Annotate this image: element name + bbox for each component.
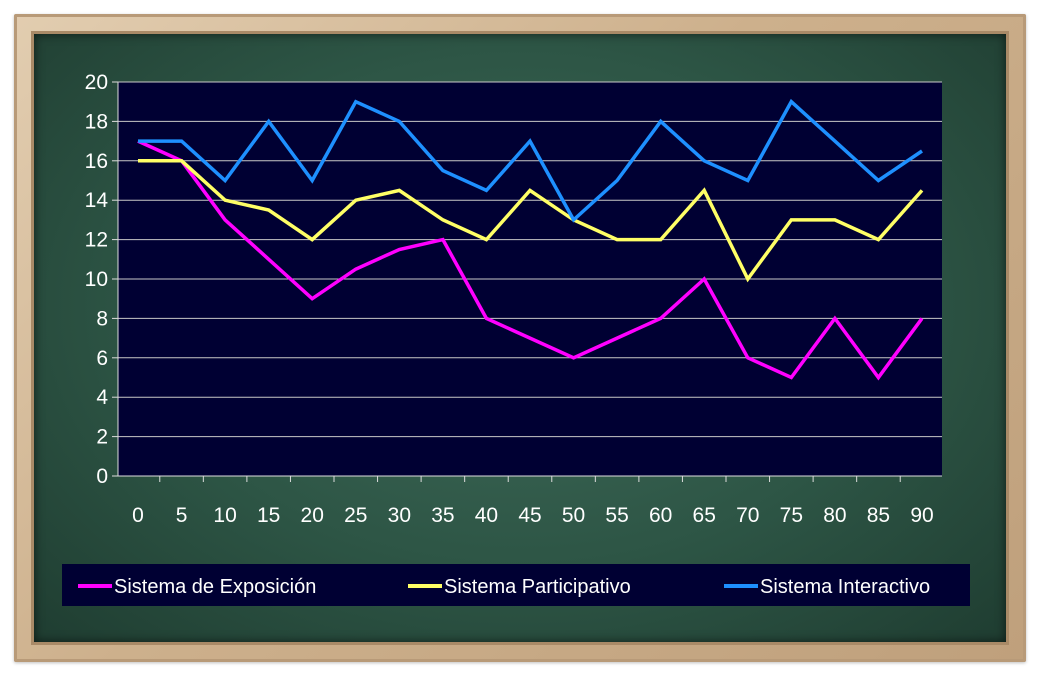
y-tick-label: 6 [96, 347, 108, 370]
x-tick-label: 25 [344, 504, 367, 527]
y-tick-label: 18 [85, 110, 108, 133]
x-tick-label: 20 [301, 504, 324, 527]
series-line-1 [137, 139, 924, 381]
legend-label: Sistema de Exposición [114, 576, 316, 598]
y-tick-label: 0 [96, 465, 108, 488]
x-tick-label: 55 [605, 504, 628, 527]
y-tick-label: 8 [96, 307, 108, 330]
series-line-2 [138, 159, 924, 283]
x-tick-label: 65 [693, 504, 716, 527]
y-tick-label: 2 [96, 426, 108, 449]
x-tick-label: 60 [649, 504, 672, 527]
y-tick-label: 4 [96, 386, 108, 409]
x-tick-label: 5 [176, 504, 188, 527]
x-tick-label: 35 [431, 504, 454, 527]
legend-label: Sistema Participativo [444, 576, 631, 598]
y-tick-label: 20 [85, 71, 108, 94]
x-tick-label: 40 [475, 504, 498, 527]
x-axis-ticks: 0 5 10 15 20 25 30 35 40 45 50 55 60 65 70 75 80 85 90 [132, 476, 934, 527]
legend-label: Sistema Interactivo [760, 576, 930, 598]
x-tick-label: 10 [213, 504, 236, 527]
y-axis-ticks: 0 2 4 6 8 10 12 14 16 18 20 [85, 71, 118, 488]
x-tick-label: 80 [823, 504, 846, 527]
y-tick-label: 14 [85, 189, 109, 212]
x-tick-label: 75 [780, 504, 803, 527]
gridlines [118, 81, 942, 438]
y-tick-label: 16 [85, 150, 108, 173]
x-tick-label: 0 [132, 504, 144, 527]
y-tick-label: 10 [85, 268, 108, 291]
x-tick-label: 30 [388, 504, 411, 527]
x-tick-label: 90 [910, 504, 933, 527]
x-tick-label: 70 [736, 504, 759, 527]
x-tick-label: 50 [562, 504, 585, 527]
x-tick-label: 85 [867, 504, 890, 527]
y-tick-label: 12 [85, 229, 108, 252]
x-tick-label: 15 [257, 504, 280, 527]
series-lines [137, 98, 924, 381]
legend-box [62, 564, 970, 606]
x-tick-label: 45 [518, 504, 541, 527]
series-line-3 [138, 98, 923, 223]
legend: Sistema de Exposición Sistema Participati… [62, 564, 970, 606]
